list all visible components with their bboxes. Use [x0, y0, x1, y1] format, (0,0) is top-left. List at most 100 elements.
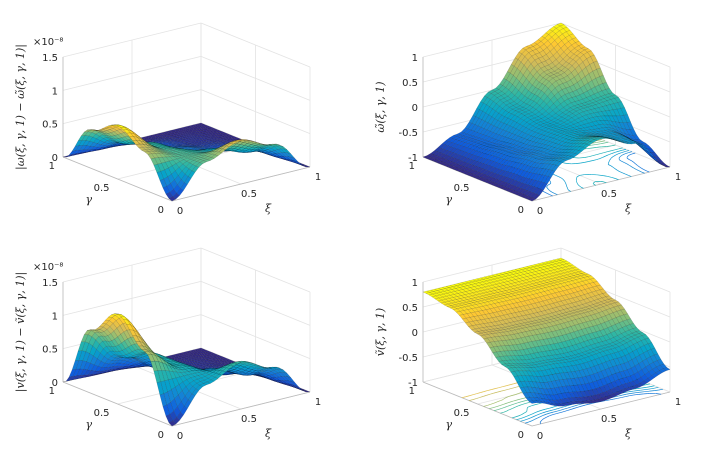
contour-line [527, 418, 530, 419]
contour-line [596, 144, 600, 145]
contour-line [547, 416, 550, 417]
contour-line [578, 184, 579, 185]
contour-line [622, 394, 626, 395]
contour-line [550, 195, 553, 196]
xi-tick-label: 0 [177, 431, 183, 442]
contour-line [548, 189, 549, 191]
contour-line [654, 390, 659, 391]
contour-line [622, 173, 625, 174]
contour-line [555, 193, 558, 194]
contour-line [521, 398, 525, 399]
contour-line [508, 405, 511, 406]
contour-line [537, 417, 540, 418]
contour-line [575, 407, 578, 408]
contour-line [608, 176, 612, 177]
contour-line [557, 413, 561, 414]
contour-line [544, 417, 547, 418]
contour-line [618, 397, 622, 398]
contour-line [642, 387, 647, 388]
contour-line [568, 407, 572, 408]
contour-line [510, 384, 514, 385]
contour-line [637, 165, 639, 166]
contour-line [542, 419, 543, 420]
contour-line [622, 149, 626, 150]
contour-line [550, 181, 551, 183]
contour-line [629, 159, 632, 160]
contour-line [516, 406, 519, 407]
contour-line [544, 192, 547, 193]
gamma-axis-label: γ [86, 418, 93, 431]
contour-line [617, 170, 619, 171]
contour-line [546, 408, 550, 409]
contour-line [529, 421, 532, 422]
contour-line [637, 388, 642, 389]
contour-line [603, 176, 606, 177]
gamma-axis-line [423, 382, 532, 426]
contour-line [536, 411, 539, 412]
contour-line [568, 190, 570, 191]
contour-line [476, 398, 478, 399]
contour-line [568, 409, 571, 410]
contour-line [591, 145, 596, 146]
xi-tick-label: 1 [315, 397, 321, 408]
contour-line [571, 408, 574, 409]
contour-line [603, 182, 607, 183]
contour-line [500, 412, 504, 413]
contour-line [641, 168, 643, 169]
contour-line [550, 410, 554, 411]
z-tick-label: 0.5 [402, 78, 418, 89]
contour-line [625, 174, 628, 175]
contour-line [504, 411, 507, 412]
contour-line [611, 157, 613, 158]
contour-line [610, 158, 611, 160]
contour-line [627, 164, 629, 165]
contour-line [516, 419, 520, 420]
z-axis-label: ω̃(ξ, γ, 1) [374, 81, 387, 132]
contour-line [632, 153, 636, 154]
contour-line [480, 396, 483, 397]
z-tick-label: 0.5 [42, 345, 58, 356]
contour-line [503, 386, 507, 387]
contour-line [575, 163, 580, 164]
contour-line [510, 401, 513, 402]
xi-tick-label: 0.5 [601, 189, 617, 200]
contour-line [561, 407, 565, 408]
contour-line [550, 415, 553, 416]
contour-line [507, 410, 508, 411]
contour-line [528, 406, 531, 407]
contour-line [543, 414, 546, 415]
contour-line [621, 161, 624, 162]
gamma-tick-label: 1 [49, 386, 55, 397]
contour-line [517, 399, 521, 400]
contour-line [538, 414, 540, 415]
contour-line [611, 150, 615, 151]
contour-line [511, 404, 514, 405]
contour-line [639, 171, 642, 172]
contour-line [580, 162, 584, 163]
contour-line [487, 390, 491, 391]
contour-line [585, 404, 589, 405]
contour-line [483, 395, 486, 396]
contour-line [553, 406, 556, 407]
contour-line [615, 151, 618, 152]
contour-line [656, 394, 661, 395]
contour-line [596, 159, 598, 160]
gamma-tick-label: 0.5 [454, 183, 470, 194]
contour-line [600, 143, 604, 144]
contour-line [561, 409, 565, 410]
contour-line [564, 410, 568, 411]
contour-line [542, 409, 546, 410]
contour-line [606, 155, 609, 156]
gamma-tick-label: 0 [158, 205, 164, 216]
contour-line [495, 388, 499, 389]
contour-line [627, 158, 629, 160]
contour-line [503, 403, 506, 404]
xi-tick-label: 1 [315, 172, 321, 183]
gamma-tick-label: 0.5 [94, 183, 110, 194]
contour-line [613, 167, 615, 168]
contour-line [487, 394, 490, 395]
contour-line [641, 390, 646, 391]
contour-line [578, 404, 582, 405]
